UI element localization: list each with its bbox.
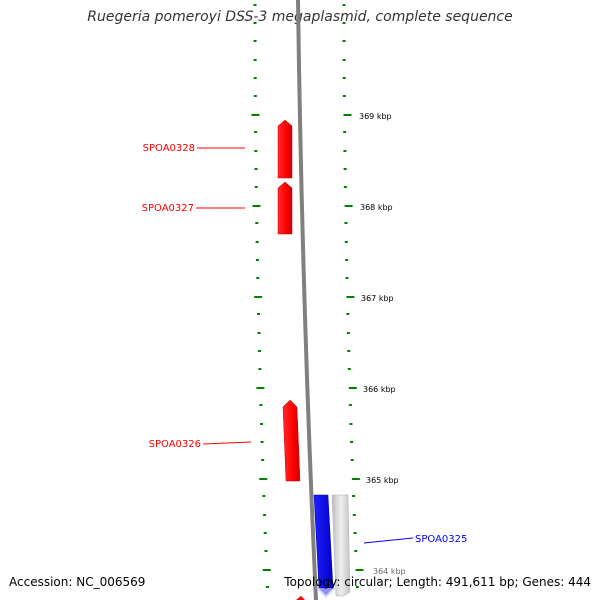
gene-bottom-fragment — [296, 596, 305, 600]
inner-tick-marks — [251, 4, 271, 588]
leader-spoa0325 — [363, 537, 414, 544]
backbone-arc — [296, 0, 318, 600]
gene-spoa0326 — [282, 399, 301, 482]
gene-label-spoa0328: SPOA0328 — [143, 143, 195, 154]
gene-label-spoa0326: SPOA0326 — [149, 439, 201, 450]
outer-tick-marks — [342, 4, 364, 588]
tick-label-369: 369 kbp — [359, 112, 392, 121]
gene-spoa0327 — [277, 181, 293, 235]
tick-label-366: 366 kbp — [363, 385, 396, 394]
gene-label-spoa0327: SPOA0327 — [142, 203, 194, 214]
tick-label-364: 364 kbp — [373, 567, 406, 576]
tick-label-368: 368 kbp — [360, 203, 393, 212]
gene-spoa0328 — [277, 119, 293, 179]
topology-summary: Topology: circular; Length: 491,611 bp; … — [284, 575, 591, 589]
tick-label-365: 365 kbp — [366, 476, 399, 485]
gene-label-spoa0325: SPOA0325 — [415, 534, 467, 545]
gene-spoa0325 — [313, 494, 351, 598]
tick-label-367: 367 kbp — [361, 294, 394, 303]
accession-text: Accession: NC_006569 — [9, 575, 146, 589]
leader-spoa0326 — [202, 441, 252, 445]
